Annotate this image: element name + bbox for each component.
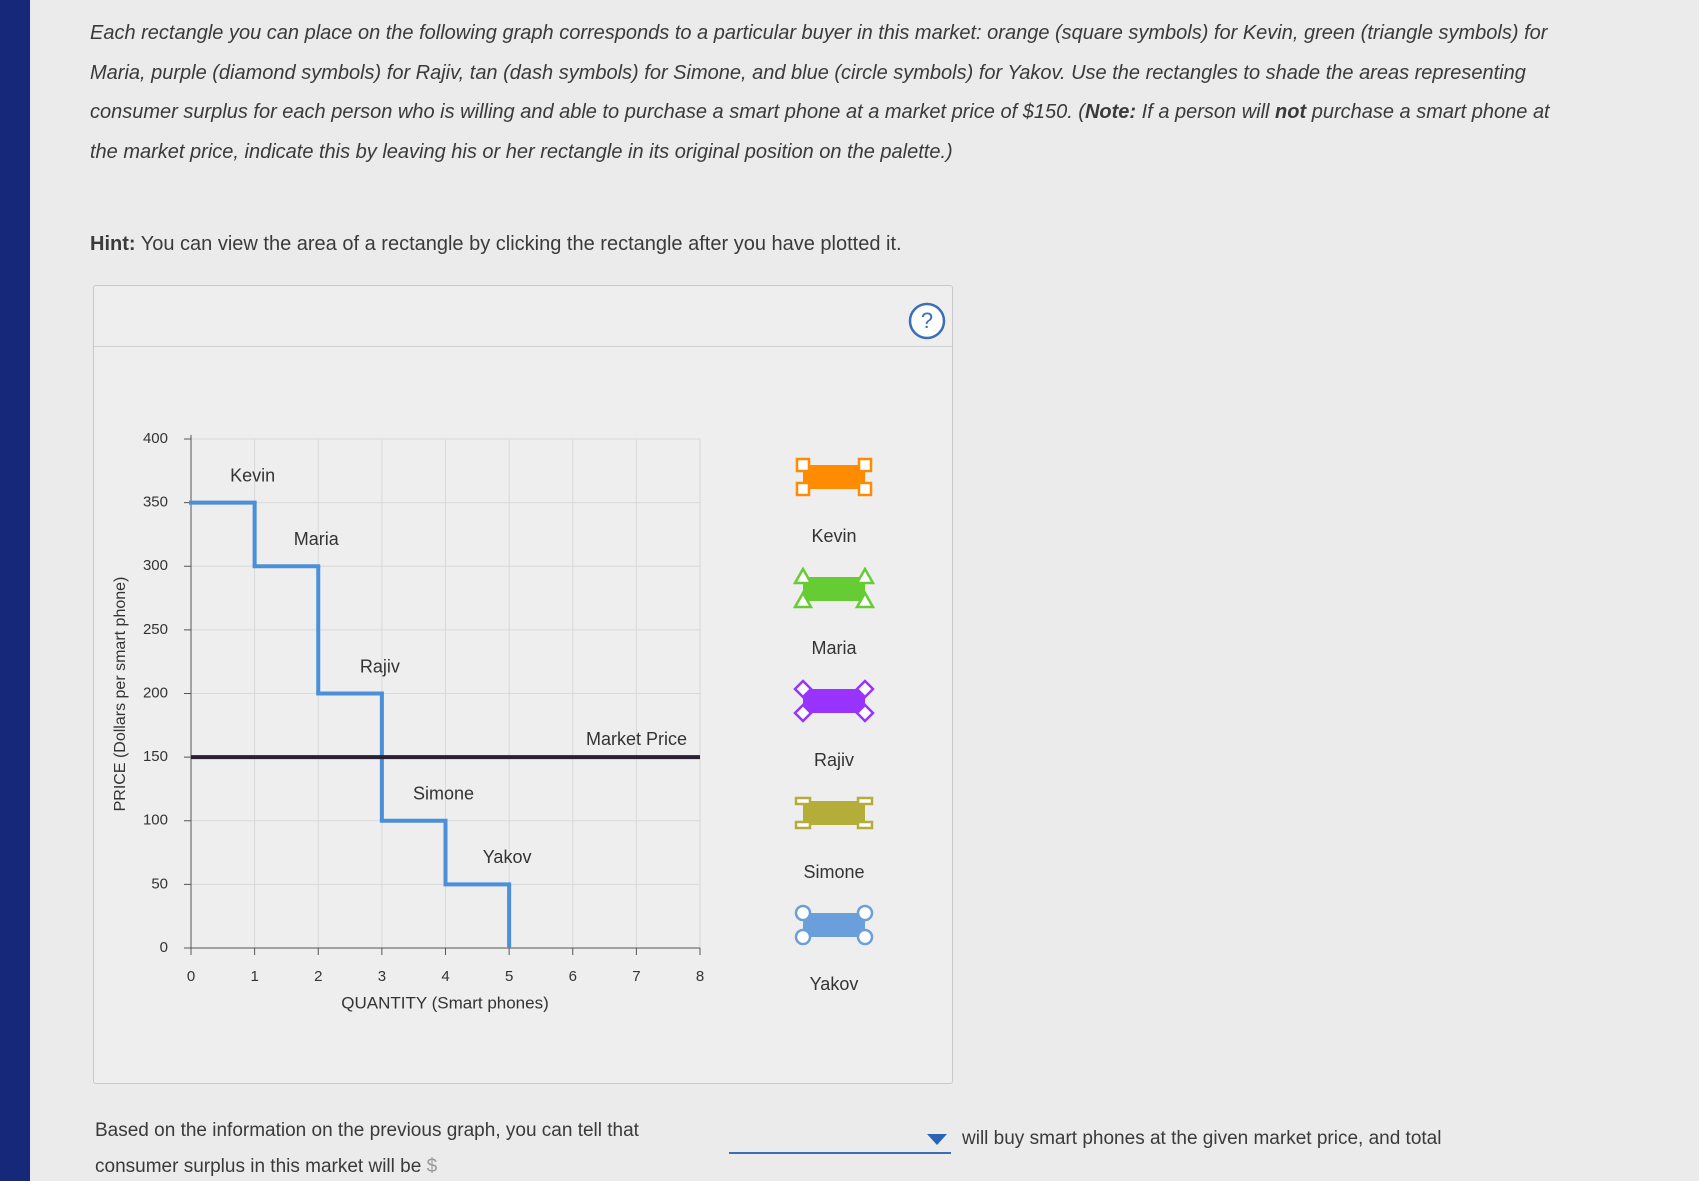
palette-shape	[793, 679, 813, 699]
palette-shape	[794, 928, 812, 946]
hint-text: You can view the area of a rectangle by …	[135, 233, 902, 255]
step-label: Kevin	[230, 465, 275, 485]
step-label: Rajiv	[360, 656, 400, 676]
palette-shape	[792, 566, 814, 585]
x-tick-label: 1	[250, 968, 258, 985]
palette-shape	[856, 928, 874, 946]
help-icon: ?	[921, 308, 933, 333]
palette-shape	[856, 904, 874, 922]
x-tick-label: 5	[505, 968, 513, 985]
panel-header	[94, 286, 952, 347]
palette-shape	[803, 913, 865, 937]
palette-shape	[803, 689, 865, 713]
question-text: consumer surplus in this market will be	[95, 1156, 422, 1177]
x-tick-label: 8	[696, 968, 704, 985]
palette-shape	[855, 703, 875, 723]
palette-rectangle[interactable]	[794, 796, 874, 830]
palette-shape	[854, 590, 876, 609]
x-tick-label: 4	[441, 968, 449, 985]
x-tick-label: 3	[378, 968, 386, 985]
question-text: Based on the information on the previous…	[95, 1120, 639, 1141]
palette-shape	[794, 904, 812, 922]
hint: Hint: You can view the area of a rectang…	[90, 233, 902, 256]
currency-input[interactable]: $	[426, 1156, 438, 1177]
palette-shape	[792, 590, 814, 609]
instructions-text: If a person will	[1136, 101, 1276, 123]
y-tick-label: 250	[143, 621, 168, 638]
palette-label: Yakov	[810, 974, 859, 994]
help-button[interactable]	[908, 302, 946, 340]
emphasis: not	[1275, 101, 1307, 123]
x-tick-label: 0	[187, 968, 195, 985]
palette-shape	[794, 796, 812, 806]
palette-shape	[803, 465, 865, 489]
instructions-text: Each rectangle you can place on the foll…	[90, 22, 1548, 123]
palette-shape	[793, 703, 813, 723]
instructions-text: purchase a smart phone at the market pri…	[90, 101, 1550, 163]
palette-shape	[856, 796, 874, 806]
palette-shape	[795, 457, 811, 473]
palette-shape	[795, 481, 811, 497]
question-text: consumer surplus in this market will be …	[95, 1156, 437, 1178]
palette-shape	[803, 801, 865, 825]
palette-shape	[803, 577, 865, 601]
palette-label: Rajiv	[814, 750, 854, 770]
graph-panel	[93, 285, 953, 1084]
palette-shape	[857, 457, 873, 473]
y-tick-label: 150	[143, 748, 168, 765]
step-label: Maria	[294, 529, 340, 549]
x-axis-label: QUANTITY (Smart phones)	[341, 993, 549, 1012]
palette-shape	[856, 820, 874, 830]
palette-rectangle[interactable]	[792, 566, 876, 609]
note-label: Note:	[1084, 101, 1137, 123]
x-tick-label: 6	[569, 968, 577, 985]
y-tick-label: 100	[143, 812, 168, 829]
y-axis-label: PRICE (Dollars per smart phone)	[112, 577, 129, 812]
question-text: will buy smart phones at the given marke…	[962, 1128, 1442, 1149]
palette-label: Simone	[803, 862, 864, 882]
hint-label: Hint:	[90, 233, 136, 255]
market-price-label: Market Price	[586, 729, 687, 749]
palette-shape	[855, 679, 875, 699]
x-tick-label: 2	[314, 968, 322, 985]
palette-rectangle[interactable]	[795, 457, 873, 497]
y-tick-label: 200	[143, 684, 168, 701]
step-label: Simone	[413, 784, 474, 804]
palette-label: Maria	[811, 638, 857, 658]
palette-rectangle[interactable]	[793, 679, 875, 723]
x-tick-label: 7	[632, 968, 640, 985]
y-tick-label: 350	[143, 494, 168, 511]
y-tick-label: 50	[151, 875, 168, 892]
instructions: Each rectangle you can place on the foll…	[90, 14, 1570, 172]
y-tick-label: 300	[143, 557, 168, 574]
palette-shape	[857, 481, 873, 497]
palette-shape	[794, 820, 812, 830]
dropdown-arrow	[927, 1134, 947, 1145]
palette-label: Kevin	[811, 526, 856, 546]
buyer-dropdown[interactable]	[729, 1128, 951, 1154]
y-tick-label: 400	[143, 430, 168, 447]
palette-shape	[854, 566, 876, 585]
y-tick-label: 0	[160, 939, 168, 956]
sidebar	[0, 0, 30, 1181]
palette-rectangle[interactable]	[794, 904, 874, 946]
step-label: Yakov	[483, 847, 532, 867]
